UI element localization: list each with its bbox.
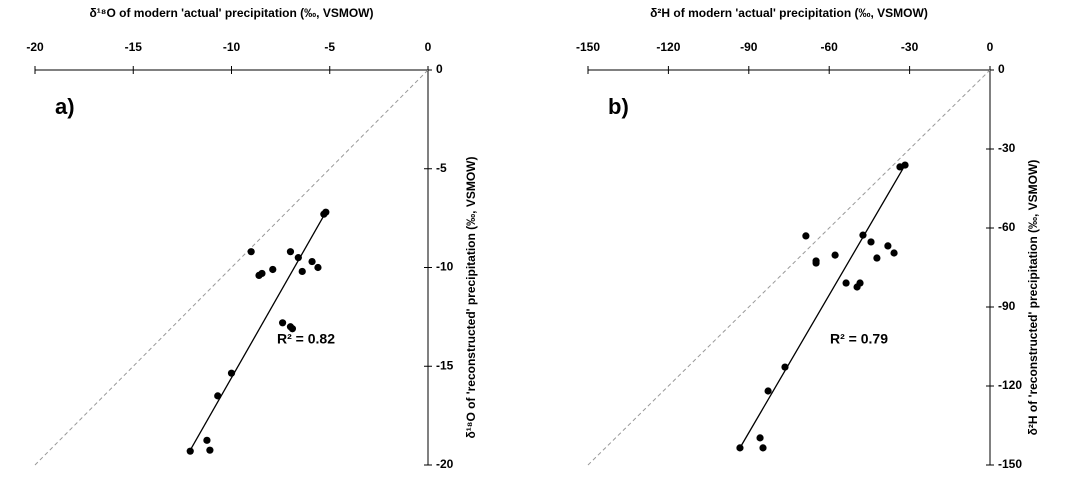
annotation: R² = 0.82 bbox=[277, 331, 335, 347]
point bbox=[756, 434, 764, 442]
y-tick-label: -90 bbox=[998, 299, 1016, 313]
point bbox=[278, 319, 287, 327]
point bbox=[831, 251, 839, 259]
point bbox=[322, 208, 330, 216]
point bbox=[298, 267, 306, 276]
point bbox=[258, 269, 266, 278]
x-tick-label: -120 bbox=[656, 40, 680, 54]
point bbox=[873, 254, 881, 262]
x-tick-label: -90 bbox=[740, 40, 758, 54]
point bbox=[812, 259, 820, 267]
y-tick-label: -120 bbox=[998, 378, 1022, 392]
x-tick-label: -20 bbox=[26, 40, 44, 54]
y-tick-label: 0 bbox=[436, 62, 443, 76]
point bbox=[842, 279, 850, 287]
point bbox=[890, 249, 898, 257]
point bbox=[247, 248, 255, 256]
point bbox=[203, 436, 211, 444]
one-to-one-line bbox=[587, 69, 991, 466]
y-tick-label: -5 bbox=[436, 161, 447, 175]
point bbox=[856, 279, 864, 287]
y-tick-label: 0 bbox=[998, 62, 1005, 76]
fit-line bbox=[189, 211, 327, 451]
point bbox=[286, 248, 295, 256]
point bbox=[227, 369, 236, 377]
one-to-one-line bbox=[34, 69, 429, 466]
point bbox=[736, 444, 744, 452]
point bbox=[884, 242, 892, 250]
point bbox=[206, 446, 214, 454]
x-tick-label: -60 bbox=[821, 40, 839, 54]
y-tick-label: -10 bbox=[436, 260, 454, 274]
x-tick-label: 0 bbox=[425, 40, 432, 54]
annotation: R² = 0.79 bbox=[830, 331, 888, 347]
x-tick-label: -15 bbox=[125, 40, 143, 54]
point bbox=[308, 257, 316, 266]
point bbox=[867, 238, 875, 246]
point bbox=[859, 231, 867, 239]
y-tick-label: -30 bbox=[998, 141, 1016, 155]
fit-line bbox=[739, 164, 906, 449]
x-tick-label: -10 bbox=[223, 40, 241, 54]
point bbox=[901, 161, 909, 169]
point bbox=[186, 447, 194, 455]
x-tick-label: -5 bbox=[324, 40, 335, 54]
x-tick-label: -150 bbox=[576, 40, 600, 54]
y-tick-label: -15 bbox=[436, 358, 454, 372]
panel-label: b) bbox=[608, 94, 629, 119]
point bbox=[294, 254, 302, 262]
x-tick-label: -30 bbox=[901, 40, 919, 54]
y-tick-label: -20 bbox=[436, 457, 454, 471]
x-axis-label: δ²H of modern 'actual' precipitation (‰,… bbox=[650, 6, 928, 20]
point bbox=[314, 263, 322, 272]
point bbox=[764, 387, 772, 395]
point bbox=[288, 325, 297, 333]
x-axis-label: δ¹⁸O of modern 'actual' precipitation (‰… bbox=[90, 6, 374, 20]
x-tick-label: 0 bbox=[987, 40, 994, 54]
panel-label: a) bbox=[55, 94, 75, 119]
point bbox=[781, 363, 789, 371]
y-axis-label: δ²H of 'reconstructed' precipitation (‰,… bbox=[1026, 160, 1040, 436]
y-tick-label: -60 bbox=[998, 220, 1016, 234]
y-axis-label: δ¹⁸O of 'reconstructed' precipitation (‰… bbox=[464, 156, 478, 438]
y-tick-label: -150 bbox=[998, 457, 1022, 471]
point bbox=[214, 392, 222, 400]
point bbox=[802, 232, 810, 240]
point bbox=[759, 444, 767, 452]
point bbox=[269, 265, 277, 274]
